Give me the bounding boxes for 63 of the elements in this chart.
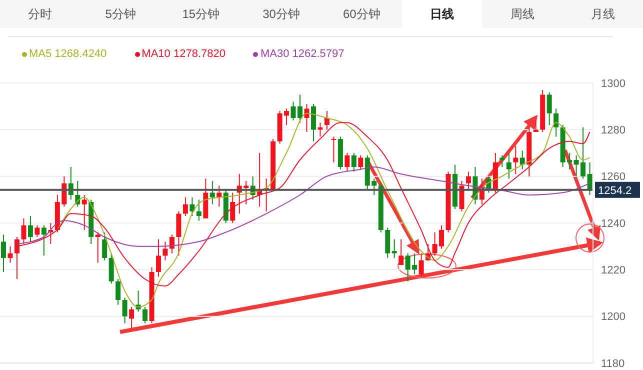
candlestick <box>466 171 471 191</box>
candlestick <box>122 297 128 324</box>
y-tick-label: 1240 <box>601 218 626 230</box>
text: 周线 <box>509 6 536 23</box>
candlestick <box>344 152 350 172</box>
candlestick <box>546 92 552 126</box>
y-tick-label: 1300 <box>601 78 626 90</box>
candlestick <box>156 238 161 278</box>
candlestick <box>310 104 316 142</box>
candlestick <box>398 238 404 266</box>
text: 5分钟 <box>104 6 137 23</box>
candlestick <box>41 224 46 256</box>
candlestick <box>304 104 310 132</box>
y-tick-label: 1220 <box>601 264 626 277</box>
candlestick <box>169 234 174 254</box>
candlestick <box>108 252 114 284</box>
text: 15分钟 <box>181 6 221 23</box>
candlestick <box>176 210 182 256</box>
candlestick <box>210 180 215 205</box>
y-tick-label: 1180 <box>601 358 625 370</box>
candlestick <box>520 150 525 170</box>
candlestick <box>196 199 202 222</box>
text: 月线 <box>590 6 616 23</box>
y-tick-label: 1280 <box>601 124 626 137</box>
candlestick <box>190 196 195 216</box>
legend-label: MA30 1262.5797 <box>260 48 344 60</box>
candlestick <box>385 227 390 258</box>
candlestick <box>142 306 148 324</box>
candlestick <box>513 146 518 174</box>
text: 30分钟 <box>262 6 301 23</box>
candlestick <box>500 154 505 168</box>
legend-label: MA5 1268.4240 <box>29 48 107 60</box>
text: 日线 <box>402 0 482 28</box>
candlestick <box>14 236 20 280</box>
candlestick <box>95 232 100 264</box>
ref-line-label: 1254.2 <box>598 184 632 197</box>
text: 分时 <box>27 6 54 23</box>
candlestick <box>162 241 168 261</box>
candlestick <box>392 238 397 258</box>
candlestick <box>554 108 559 138</box>
candlestick <box>21 218 26 244</box>
candlestick <box>216 185 222 208</box>
candlestick <box>506 152 512 180</box>
candlestick <box>324 110 330 130</box>
candlestick <box>351 152 356 172</box>
candlestick <box>129 306 134 328</box>
candlestick <box>230 192 236 224</box>
candlestick <box>331 136 336 163</box>
candlestick <box>82 194 87 230</box>
y-tick-label: 1260 <box>601 171 626 184</box>
candlestick <box>28 216 33 242</box>
candlestick <box>418 252 424 278</box>
legend-label: MA10 1278.7820 <box>142 48 226 60</box>
candlestick <box>1 234 6 272</box>
candlestick <box>459 180 464 212</box>
text: 60分钟 <box>342 6 382 23</box>
candlestick <box>358 154 364 170</box>
y-tick-label: 1200 <box>601 311 626 324</box>
candlestick <box>8 246 13 264</box>
candlestick <box>34 224 40 238</box>
candlestick <box>102 232 108 261</box>
candlestick <box>182 196 188 216</box>
candlestick <box>116 278 121 306</box>
